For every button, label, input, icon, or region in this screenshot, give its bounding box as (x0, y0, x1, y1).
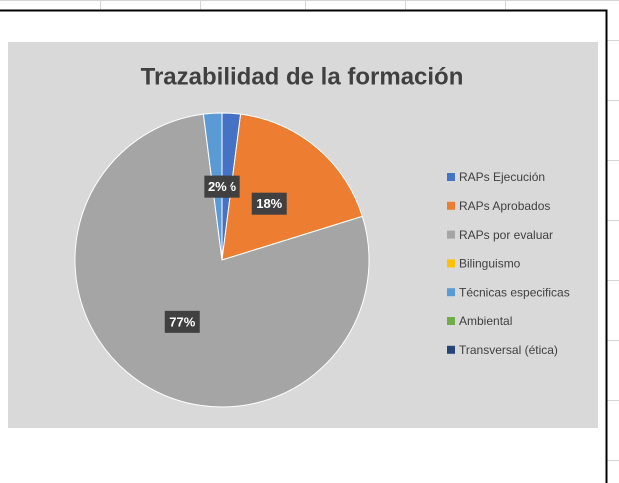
data-labels: 2%18%77%2% (164, 175, 287, 333)
pie-slice (221, 113, 363, 261)
pie (74, 112, 370, 408)
legend-label: Bilinguismo (459, 257, 521, 271)
legend-label: RAPs por evaluar (459, 228, 553, 242)
legend-swatch (447, 201, 455, 210)
data-label-text: 18% (256, 196, 282, 211)
data-label-box (164, 310, 200, 333)
data-label: 77% (164, 310, 200, 333)
data-label-text: 77% (169, 314, 195, 329)
chart-border (0, 9, 608, 483)
legend-swatch (447, 288, 455, 297)
legend-swatch (447, 173, 455, 181)
legend-swatch (447, 345, 455, 354)
legend-label: Técnicas especificas (459, 285, 570, 299)
data-label-box (251, 192, 287, 215)
data-label: 18% (251, 192, 287, 215)
legend-swatch (447, 317, 455, 325)
legend-label: RAPs Aprobados (459, 199, 550, 213)
data-label-text: 2% (208, 179, 227, 194)
legend-label: Transversal (ética) (459, 343, 558, 357)
legend-label: Ambiental (459, 314, 512, 328)
legend: RAPs Ejecución RAPs Aprobados RAPs por eva… (447, 170, 570, 357)
legend-label: RAPs Ejecución (459, 170, 545, 184)
chart-title: Trazabilidad de la formación (141, 63, 464, 90)
data-label: 2% (204, 175, 231, 198)
legend-swatch (447, 259, 455, 268)
legend-swatch (447, 230, 455, 239)
pie-slice (74, 113, 370, 408)
data-label-box (204, 175, 231, 198)
cell-grid (0, 0, 619, 461)
